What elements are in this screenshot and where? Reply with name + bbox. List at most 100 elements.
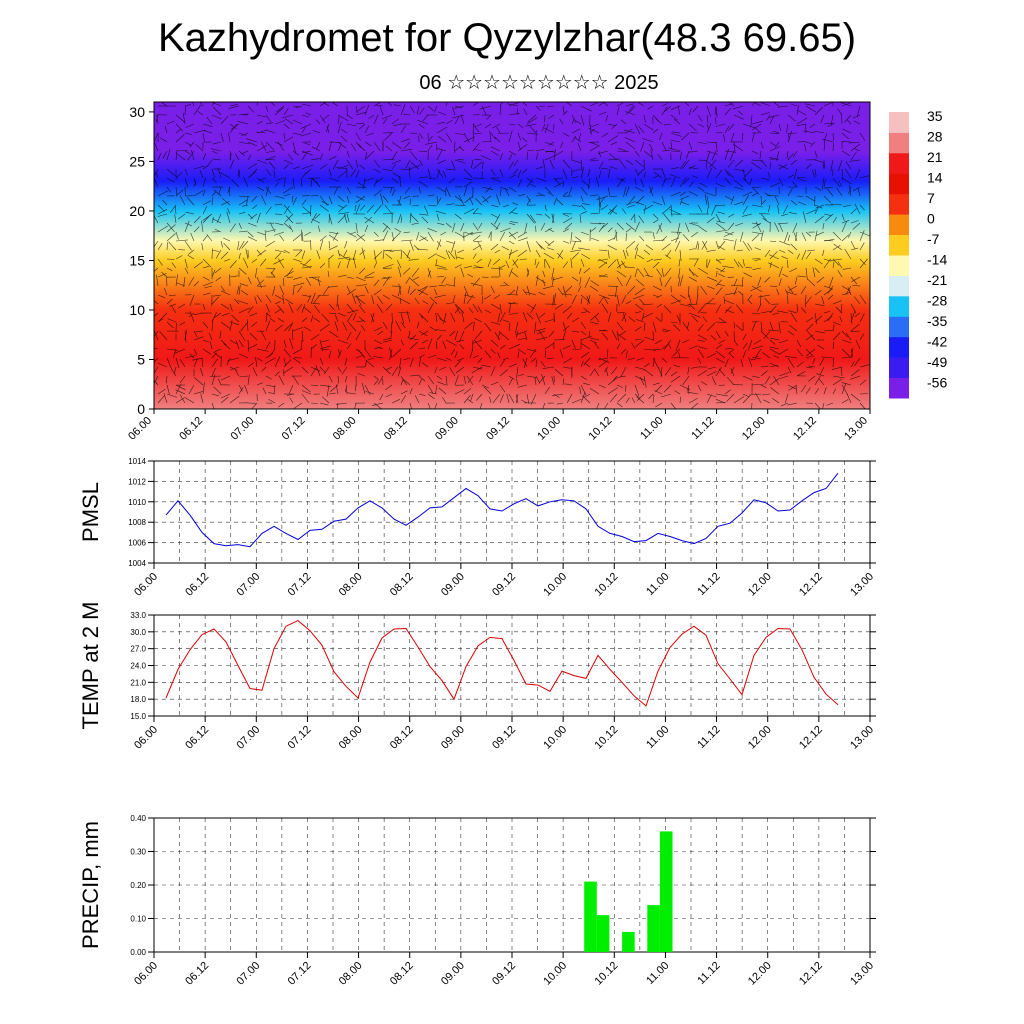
wind-vector: [382, 222, 391, 230]
wind-vector: [656, 303, 663, 308]
wind-vector: [337, 121, 342, 134]
wind-vector: [172, 348, 177, 358]
wind-vector: [589, 339, 597, 344]
wind-vector: [777, 204, 780, 215]
wind-vector: [797, 275, 807, 278]
wind-vector: [526, 199, 531, 206]
wind-vector: [848, 141, 861, 144]
wind-vector: [382, 294, 390, 300]
wind-vector: [470, 282, 483, 287]
wind-vector: [473, 240, 483, 243]
wind-vector: [224, 258, 231, 262]
wind-vector: [302, 150, 312, 154]
wind-vector: [153, 366, 159, 374]
wind-vector: [841, 234, 850, 242]
wind-vector: [571, 366, 573, 377]
wind-vector: [344, 357, 348, 366]
wind-vector: [188, 249, 195, 255]
wind-vector: [454, 303, 461, 315]
wind-vector: [742, 333, 747, 341]
wind-vector: [553, 148, 556, 161]
wind-vector: [598, 202, 602, 215]
wind-vector: [319, 153, 324, 161]
wind-vector: [552, 213, 555, 224]
wind-vector: [742, 350, 747, 359]
wind-vector: [301, 390, 312, 395]
wind-vector: [685, 222, 690, 233]
wind-vector: [475, 198, 483, 206]
wind-vector: [769, 261, 772, 269]
wind-vector: [454, 231, 465, 238]
wind-vector: [175, 189, 184, 197]
wind-vector: [409, 341, 418, 350]
wind-vector: [366, 204, 375, 213]
wind-vector: [727, 159, 735, 168]
wind-vector: [850, 247, 859, 251]
y-tick-label: 10: [129, 302, 145, 318]
wind-vector: [501, 246, 510, 251]
wind-vector: [850, 347, 854, 359]
wind-vector: [381, 276, 393, 280]
wind-vector: [787, 130, 792, 143]
wind-vector: [589, 388, 600, 395]
wind-vector: [620, 177, 627, 181]
wind-vector: [526, 312, 534, 320]
wind-vector: [284, 213, 294, 223]
wind-vector: [418, 213, 429, 216]
wind-vector: [474, 149, 483, 152]
wind-vector: [733, 339, 739, 346]
wind-vector: [855, 168, 861, 180]
wind-vector: [436, 195, 438, 203]
wind-vector: [634, 311, 642, 314]
wind-vector: [265, 240, 276, 248]
wind-vector: [845, 285, 852, 295]
wind-vector: [742, 375, 753, 381]
wind-vector: [859, 364, 871, 368]
wind-vector: [728, 101, 735, 107]
wind-vector: [476, 258, 483, 264]
gridlines: [153, 460, 871, 564]
x-tick-label: 11.12: [695, 571, 722, 598]
wind-vector: [245, 248, 249, 260]
wind-vector: [394, 227, 402, 233]
wind-vector: [688, 123, 697, 132]
wind-vector: [214, 348, 222, 353]
wind-vector: [841, 150, 851, 156]
wind-vector: [454, 159, 466, 164]
wind-vector: [498, 132, 510, 134]
wind-vector: [237, 168, 240, 176]
wind-vector: [618, 147, 627, 152]
wind-vector: [571, 159, 582, 164]
wind-vector: [852, 222, 861, 230]
wind-vector: [774, 222, 780, 233]
wind-vector: [255, 267, 258, 278]
wind-vector: [522, 358, 528, 368]
wind-vector: [679, 396, 682, 404]
colorbar-segment: [889, 214, 909, 235]
wind-vector: [805, 323, 814, 332]
wind-vector: [345, 375, 348, 383]
wind-vector: [398, 195, 402, 206]
wind-vector: [583, 382, 591, 386]
wind-vector: [792, 222, 798, 234]
wind-vector: [832, 388, 837, 395]
wind-vector: [742, 177, 751, 186]
wind-vector: [742, 258, 745, 267]
wind-vector: [251, 402, 258, 410]
wind-vector: [589, 101, 600, 107]
wind-vector: [634, 287, 645, 296]
wind-vector: [261, 366, 267, 372]
wind-vector: [547, 192, 555, 197]
wind-vector: [538, 292, 546, 296]
wind-vector: [634, 186, 644, 192]
wind-vector: [859, 379, 867, 386]
wind-vector: [291, 195, 294, 203]
wind-vector: [697, 204, 703, 213]
wind-vector: [215, 276, 222, 282]
wind-vector: [337, 256, 350, 260]
wind-vector: [726, 393, 735, 402]
wind-vector: [790, 312, 798, 323]
wind-vector: [652, 213, 659, 220]
wind-vector: [175, 123, 184, 132]
wind-vector: [787, 114, 796, 122]
